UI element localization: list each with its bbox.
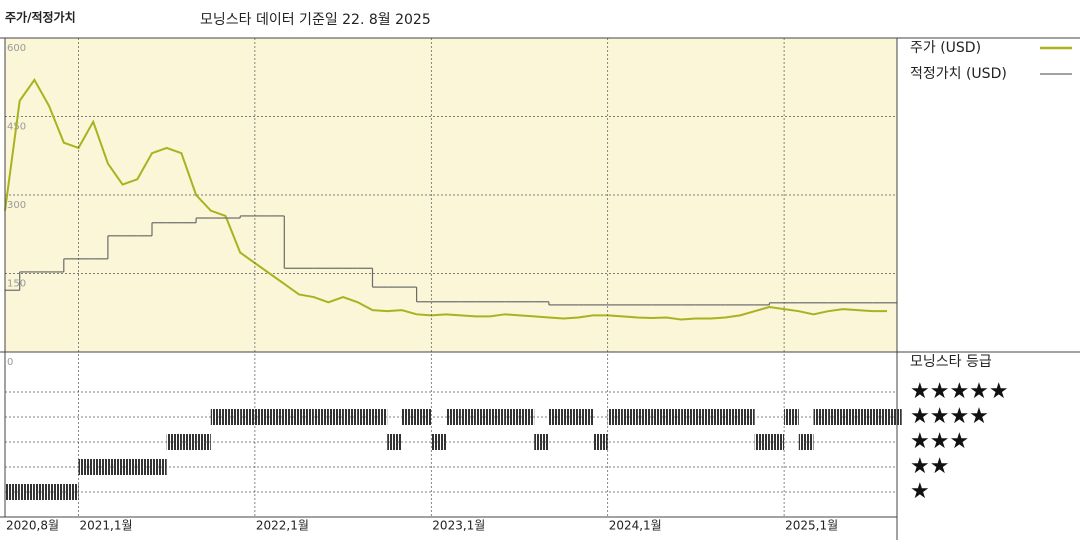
rating-bar xyxy=(387,434,402,450)
rating-bar xyxy=(446,409,461,425)
rating-bar xyxy=(666,409,682,425)
rating-bar xyxy=(49,484,64,500)
rating-label: ★ xyxy=(910,479,930,504)
rating-bar xyxy=(254,409,270,425)
rating-bar xyxy=(137,459,152,475)
rating-bar xyxy=(519,409,535,425)
rating-bar xyxy=(842,409,858,425)
rating-bar xyxy=(284,409,299,425)
rating-bar xyxy=(798,434,814,450)
rating-bar xyxy=(225,409,241,425)
rating-bar xyxy=(269,409,285,425)
rating-bar xyxy=(416,409,432,425)
rating-bar xyxy=(19,484,35,500)
rating-bar xyxy=(784,409,799,425)
rating-bar xyxy=(857,409,873,425)
rating-bar xyxy=(578,409,593,425)
rating-label: ★★★★ xyxy=(910,404,989,429)
rating-bar xyxy=(754,434,770,450)
rating-bar xyxy=(651,409,667,425)
rating-bar xyxy=(622,409,638,425)
rating-bar xyxy=(534,434,549,450)
legend-label: 주가 (USD) xyxy=(910,40,981,56)
rating-bar xyxy=(93,459,108,475)
rating-bar xyxy=(328,409,344,425)
chart-subtitle: 모닝스타 데이터 기준일 22. 8월 2025 xyxy=(200,12,431,28)
y-tick-label: 300 xyxy=(7,200,26,211)
rating-bar xyxy=(460,409,476,425)
x-tick-label: 2023,1월 xyxy=(432,519,485,533)
rating-bar xyxy=(240,409,255,425)
rating-bar xyxy=(872,409,887,425)
rating-bar xyxy=(475,409,491,425)
x-tick-label: 2024,1월 xyxy=(609,519,662,533)
rating-label: ★★ xyxy=(910,454,949,479)
rating-bar xyxy=(563,409,579,425)
rating-bar xyxy=(828,409,843,425)
rating-title: 모닝스타 등급 xyxy=(910,354,992,370)
y-tick-label: 0 xyxy=(7,357,13,368)
y-tick-label: 600 xyxy=(7,43,26,54)
rating-bar xyxy=(166,434,182,450)
rating-label: ★★★ xyxy=(910,429,969,454)
rating-bar xyxy=(725,409,740,425)
y-tick-label: 150 xyxy=(7,279,26,290)
rating-bar xyxy=(313,409,329,425)
rating-bar xyxy=(607,409,623,425)
x-tick-label: 2025,1월 xyxy=(785,519,838,533)
rating-bar xyxy=(593,434,608,450)
legend-label: 적정가치 (USD) xyxy=(910,66,1007,82)
rating-bar xyxy=(372,409,388,425)
rating-bar xyxy=(490,409,505,425)
rating-bar xyxy=(107,459,123,475)
rating-bar xyxy=(210,409,226,425)
rating-label: ★★★★★ xyxy=(910,379,1009,404)
rating-bar xyxy=(431,434,446,450)
rating-bar xyxy=(681,409,696,425)
rating-bar xyxy=(196,434,211,450)
x-tick-label: 2021,1월 xyxy=(80,519,133,533)
rating-bar xyxy=(710,409,726,425)
x-tick-label: 2020,8월 xyxy=(6,519,59,533)
rating-bar xyxy=(695,409,711,425)
rating-bar xyxy=(637,409,652,425)
rating-bar xyxy=(5,484,20,500)
rating-bar xyxy=(152,459,167,475)
rating-bar xyxy=(34,484,50,500)
x-tick-label: 2022,1월 xyxy=(256,519,309,533)
rating-bar xyxy=(78,459,94,475)
rating-bar xyxy=(343,409,358,425)
rating-bar xyxy=(769,434,785,450)
rating-bar xyxy=(357,409,373,425)
price-line xyxy=(4,77,887,321)
rating-bar xyxy=(813,409,829,425)
chart-title: 주가/적정가치 xyxy=(5,10,76,25)
rating-bar xyxy=(299,409,314,425)
rating-bar xyxy=(740,409,755,425)
rating-bar xyxy=(548,409,564,425)
rating-bar xyxy=(122,459,138,475)
rating-bar xyxy=(181,434,197,450)
rating-bar xyxy=(63,484,79,500)
rating-bar xyxy=(887,409,902,425)
rating-bar xyxy=(401,409,417,425)
rating-bar xyxy=(504,409,520,425)
